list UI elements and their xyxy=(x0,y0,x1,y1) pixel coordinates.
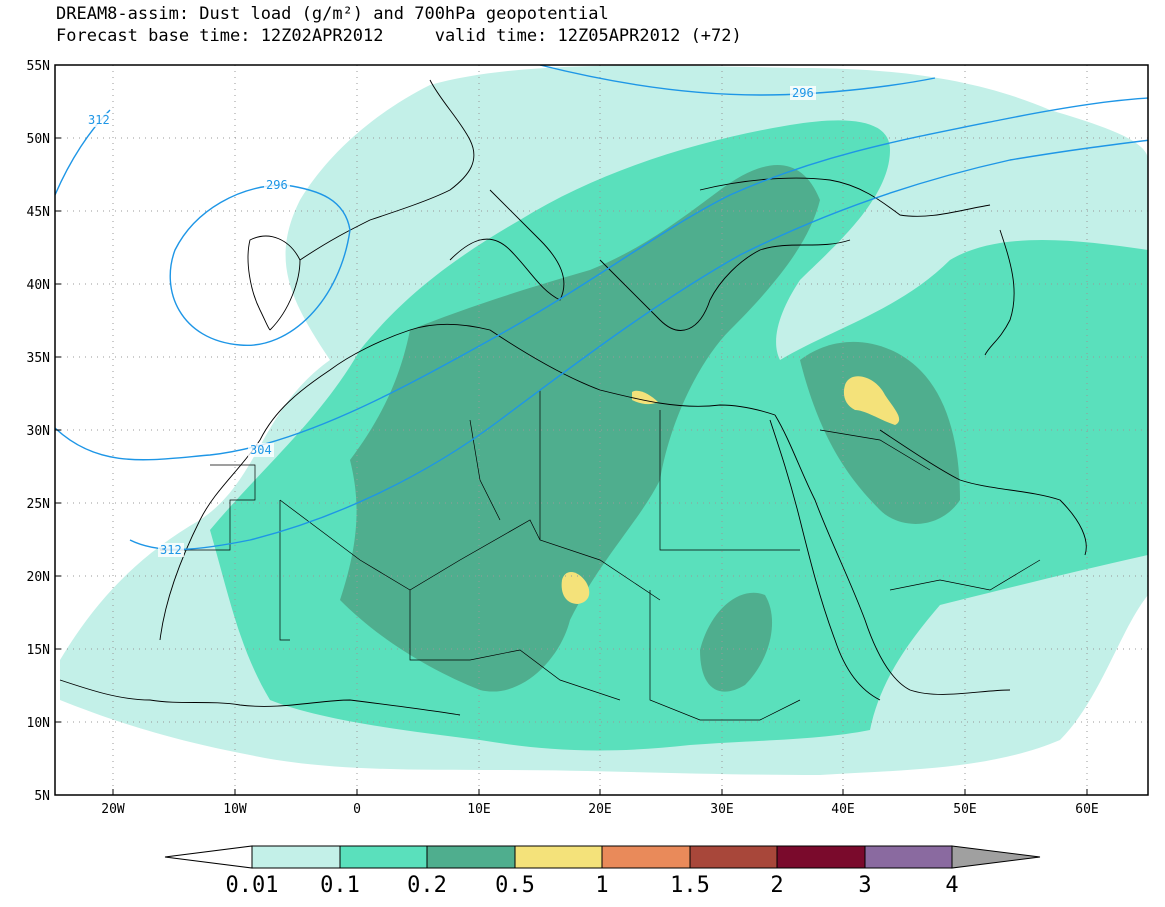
colorbar-swatch xyxy=(514,845,603,869)
contour-label: 296 xyxy=(266,178,288,192)
valid-time: valid time: 12Z05APR2012 (+72) xyxy=(434,26,742,46)
colorbar-label: 0.01 xyxy=(226,873,279,898)
contour-label: 312 xyxy=(88,113,110,127)
colorbar-label: 1 xyxy=(595,873,608,898)
dust-band-0.5-iraq xyxy=(843,376,900,425)
dust-band-0.5-libya xyxy=(632,390,658,405)
colorbar-swatch xyxy=(339,845,428,869)
colorbar-label: 4 xyxy=(945,873,958,898)
lat-label: 35N xyxy=(27,351,50,366)
lon-label: 20E xyxy=(588,802,611,817)
lat-label: 20N xyxy=(27,570,50,585)
colorbar-swatch xyxy=(776,845,866,869)
colorbar-label: 0.2 xyxy=(407,873,447,898)
dust-band-0.2-arabia xyxy=(800,341,960,524)
contour-labels: 312 296 296 304 312 xyxy=(86,86,816,557)
axis-ticks xyxy=(55,64,1088,795)
colorbar-labels: 0.01 0.1 0.2 0.5 1 1.5 2 3 4 xyxy=(226,873,959,898)
geopotential-contours xyxy=(55,65,1148,551)
borders xyxy=(160,390,1041,721)
lon-label: 60E xyxy=(1075,802,1098,817)
lat-label: 40N xyxy=(27,278,50,293)
colorbar xyxy=(164,845,1041,869)
lat-label: 30N xyxy=(27,424,50,439)
lat-label: 10N xyxy=(27,716,50,731)
lat-label: 15N xyxy=(27,643,50,658)
map-title: DREAM8-assim: Dust load (g/m²) and 700hP… xyxy=(56,4,609,24)
lon-label: 20W xyxy=(101,802,125,817)
colorbar-swatch xyxy=(689,845,778,869)
contour-label: 296 xyxy=(792,86,814,100)
colorbar-label: 2 xyxy=(770,873,783,898)
base-time: Forecast base time: 12Z02APR2012 xyxy=(56,26,384,46)
lon-labels: 20W 10W 0 10E 20E 30E 40E 50E 60E xyxy=(101,802,1098,817)
colorbar-swatch xyxy=(426,845,516,869)
lat-label: 5N xyxy=(34,789,50,804)
dust-band-0.5-chad xyxy=(561,571,590,604)
coastlines xyxy=(59,79,1087,716)
graticule xyxy=(55,65,1148,795)
lat-label: 45N xyxy=(27,205,50,220)
lat-label: 50N xyxy=(27,132,50,147)
lon-label: 10W xyxy=(223,802,247,817)
lat-label: 25N xyxy=(27,497,50,512)
colorbar-max-arrow xyxy=(951,845,1041,869)
contour-label: 304 xyxy=(250,443,272,457)
colorbar-min-arrow xyxy=(164,845,253,869)
colorbar-swatch xyxy=(864,845,953,869)
lon-label: 10E xyxy=(467,802,490,817)
lon-label: 50E xyxy=(953,802,976,817)
colorbar-label: 1.5 xyxy=(670,873,710,898)
colorbar-label: 3 xyxy=(858,873,871,898)
colorbar-label: 0.1 xyxy=(320,873,360,898)
lon-label: 40E xyxy=(831,802,854,817)
contour-label: 312 xyxy=(160,543,182,557)
map-subtitle: Forecast base time: 12Z02APR2012 valid t… xyxy=(56,26,742,46)
colorbar-swatch xyxy=(601,845,691,869)
lat-labels: 55N 50N 45N 40N 35N 30N 25N 20N 15N 10N … xyxy=(27,59,50,804)
colorbar-swatch xyxy=(251,845,341,869)
lat-label: 55N xyxy=(27,59,50,74)
lon-label: 0 xyxy=(353,802,361,817)
lon-label: 30E xyxy=(710,802,733,817)
colorbar-label: 0.5 xyxy=(495,873,535,898)
map-area: 312 296 296 304 312 xyxy=(55,65,1148,795)
dust-band-0.2-sudan xyxy=(700,592,773,692)
